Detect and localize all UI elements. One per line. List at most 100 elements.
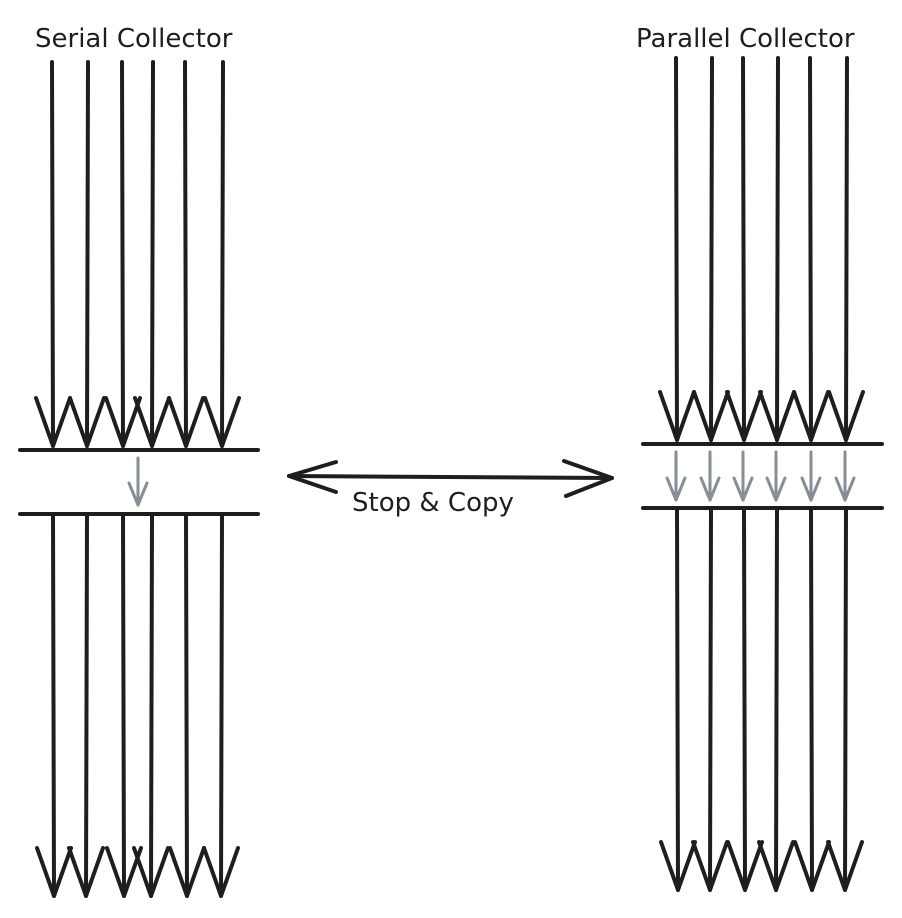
serial-app-thread-after-5-shaft bbox=[184, 514, 189, 898]
parallel-app-thread-after-1-shaft bbox=[675, 508, 680, 892]
serial-app-thread-before-6-shaft bbox=[220, 60, 225, 448]
parallel-app-thread-after-6-shaft bbox=[843, 508, 848, 892]
serial-app-thread-before-2-head bbox=[68, 396, 106, 448]
parallel-app-thread-before-4-head bbox=[758, 390, 796, 442]
serial-app-thread-after-4-shaft bbox=[149, 514, 154, 898]
serial-app-thread-after-1-head bbox=[35, 846, 73, 898]
serial-app-thread-before-1 bbox=[34, 60, 72, 448]
serial-app-thread-before-3-shaft bbox=[120, 60, 125, 448]
serial-app-thread-before-4-head bbox=[133, 396, 171, 448]
parallel-app-thread-before-6-shaft bbox=[844, 56, 849, 442]
parallel-gc-thread-2-head bbox=[699, 476, 721, 502]
parallel-gc-thread-5-head bbox=[800, 476, 822, 502]
serial-app-thread-before-1-head bbox=[34, 396, 72, 448]
parallel-app-thread-after-3 bbox=[726, 508, 764, 892]
parallel-app-thread-after-2-shaft bbox=[708, 508, 713, 892]
parallel-app-thread-before-5-head bbox=[792, 390, 830, 442]
serial-app-thread-after-4-head bbox=[132, 846, 170, 898]
comparison-arrow-right-head bbox=[562, 459, 614, 498]
parallel-app-thread-before-3-head bbox=[725, 390, 763, 442]
serial-app-thread-after-6-head bbox=[202, 846, 240, 898]
parallel-app-thread-before-5-shaft bbox=[808, 56, 813, 442]
serial-gc-thread-1-head bbox=[127, 481, 149, 507]
serial-app-thread-after-3-head bbox=[105, 846, 143, 898]
serial-app-threads-before bbox=[34, 60, 241, 448]
parallel-gc-thread-4 bbox=[765, 450, 787, 502]
serial-app-thread-before-6-head bbox=[203, 396, 241, 448]
serial-app-thread-before-4 bbox=[133, 60, 171, 448]
parallel-gc-thread-5 bbox=[800, 450, 822, 502]
parallel-app-thread-after-1 bbox=[659, 508, 697, 892]
parallel-app-threads-after bbox=[659, 508, 864, 892]
parallel-app-thread-after-5-head bbox=[793, 840, 831, 892]
parallel-app-thread-after-4-shaft bbox=[774, 508, 779, 892]
parallel-app-thread-before-6-head bbox=[827, 390, 865, 442]
parallel-app-thread-after-4-head bbox=[757, 840, 795, 892]
parallel-app-thread-after-5-shaft bbox=[809, 508, 814, 892]
serial-collector-group bbox=[18, 60, 260, 898]
serial-app-thread-before-2-shaft bbox=[85, 60, 90, 448]
serial-app-thread-after-3-shaft bbox=[121, 514, 126, 898]
serial-collector-title: Serial Collector bbox=[35, 24, 233, 54]
serial-app-thread-after-2-shaft bbox=[84, 514, 89, 898]
parallel-app-thread-after-4 bbox=[757, 508, 795, 892]
parallel-app-thread-before-1 bbox=[658, 56, 696, 442]
parallel-gc-thread-3 bbox=[732, 450, 754, 502]
parallel-app-thread-after-2-head bbox=[691, 840, 729, 892]
serial-app-thread-after-1 bbox=[35, 514, 73, 898]
parallel-gc-thread-6-head bbox=[834, 476, 856, 502]
serial-gc-thread-1 bbox=[127, 456, 149, 507]
parallel-app-thread-before-6 bbox=[827, 56, 865, 442]
parallel-gc-thread-4-head bbox=[765, 476, 787, 502]
comparison-arrow-left-head bbox=[287, 460, 338, 494]
serial-app-thread-before-5-shaft bbox=[183, 60, 188, 448]
parallel-app-thread-before-2-head bbox=[692, 390, 730, 442]
parallel-gc-thread-1-head bbox=[665, 476, 687, 502]
parallel-app-thread-before-1-head bbox=[658, 390, 696, 442]
serial-app-thread-before-6 bbox=[203, 60, 241, 448]
parallel-app-thread-before-4-shaft bbox=[775, 56, 780, 442]
parallel-app-thread-after-3-shaft bbox=[742, 508, 747, 892]
serial-app-thread-before-2 bbox=[68, 60, 106, 448]
serial-app-thread-after-5 bbox=[168, 514, 206, 898]
parallel-app-thread-before-5 bbox=[792, 56, 830, 442]
parallel-gc-thread-3-head bbox=[732, 476, 754, 502]
parallel-app-thread-after-6-head bbox=[826, 840, 864, 892]
parallel-app-thread-after-6 bbox=[826, 508, 864, 892]
serial-gc-threads bbox=[127, 456, 149, 507]
parallel-app-thread-before-2 bbox=[692, 56, 730, 442]
parallel-app-thread-before-3 bbox=[725, 56, 763, 442]
parallel-gc-thread-1 bbox=[665, 450, 687, 502]
parallel-gc-thread-6 bbox=[834, 450, 856, 502]
serial-app-thread-after-6-shaft bbox=[219, 514, 224, 898]
parallel-app-thread-after-5 bbox=[793, 508, 831, 892]
serial-app-thread-after-2-head bbox=[67, 846, 105, 898]
serial-app-thread-before-5-head bbox=[167, 396, 205, 448]
parallel-gc-threads bbox=[665, 450, 856, 502]
serial-app-threads-after bbox=[35, 514, 240, 898]
serial-app-thread-before-4-shaft bbox=[150, 60, 155, 448]
serial-app-thread-after-3 bbox=[105, 514, 143, 898]
parallel-app-thread-before-3-shaft bbox=[741, 56, 746, 442]
serial-app-thread-after-1-shaft bbox=[51, 514, 56, 898]
parallel-gc-thread-2 bbox=[699, 450, 721, 502]
parallel-collector-title: Parallel Collector bbox=[636, 24, 855, 54]
parallel-app-thread-before-1-shaft bbox=[674, 56, 679, 442]
comparison-arrow-shaft bbox=[287, 474, 614, 480]
serial-app-thread-before-3-head bbox=[104, 396, 142, 448]
parallel-app-thread-after-2 bbox=[691, 508, 729, 892]
serial-app-thread-before-3 bbox=[104, 60, 142, 448]
parallel-app-thread-after-3-head bbox=[726, 840, 764, 892]
parallel-collector-group bbox=[641, 56, 884, 892]
parallel-app-thread-before-4 bbox=[758, 56, 796, 442]
serial-app-thread-after-2 bbox=[67, 514, 105, 898]
serial-app-thread-before-5 bbox=[167, 60, 205, 448]
serial-app-thread-after-5-head bbox=[168, 846, 206, 898]
parallel-app-thread-before-2-shaft bbox=[709, 56, 714, 442]
comparison-double-arrow bbox=[287, 459, 614, 498]
parallel-app-threads-before bbox=[658, 56, 865, 442]
stop-and-copy-label: Stop & Copy bbox=[352, 488, 514, 518]
serial-app-thread-after-4 bbox=[132, 514, 170, 898]
serial-app-thread-before-1-shaft bbox=[50, 60, 55, 448]
